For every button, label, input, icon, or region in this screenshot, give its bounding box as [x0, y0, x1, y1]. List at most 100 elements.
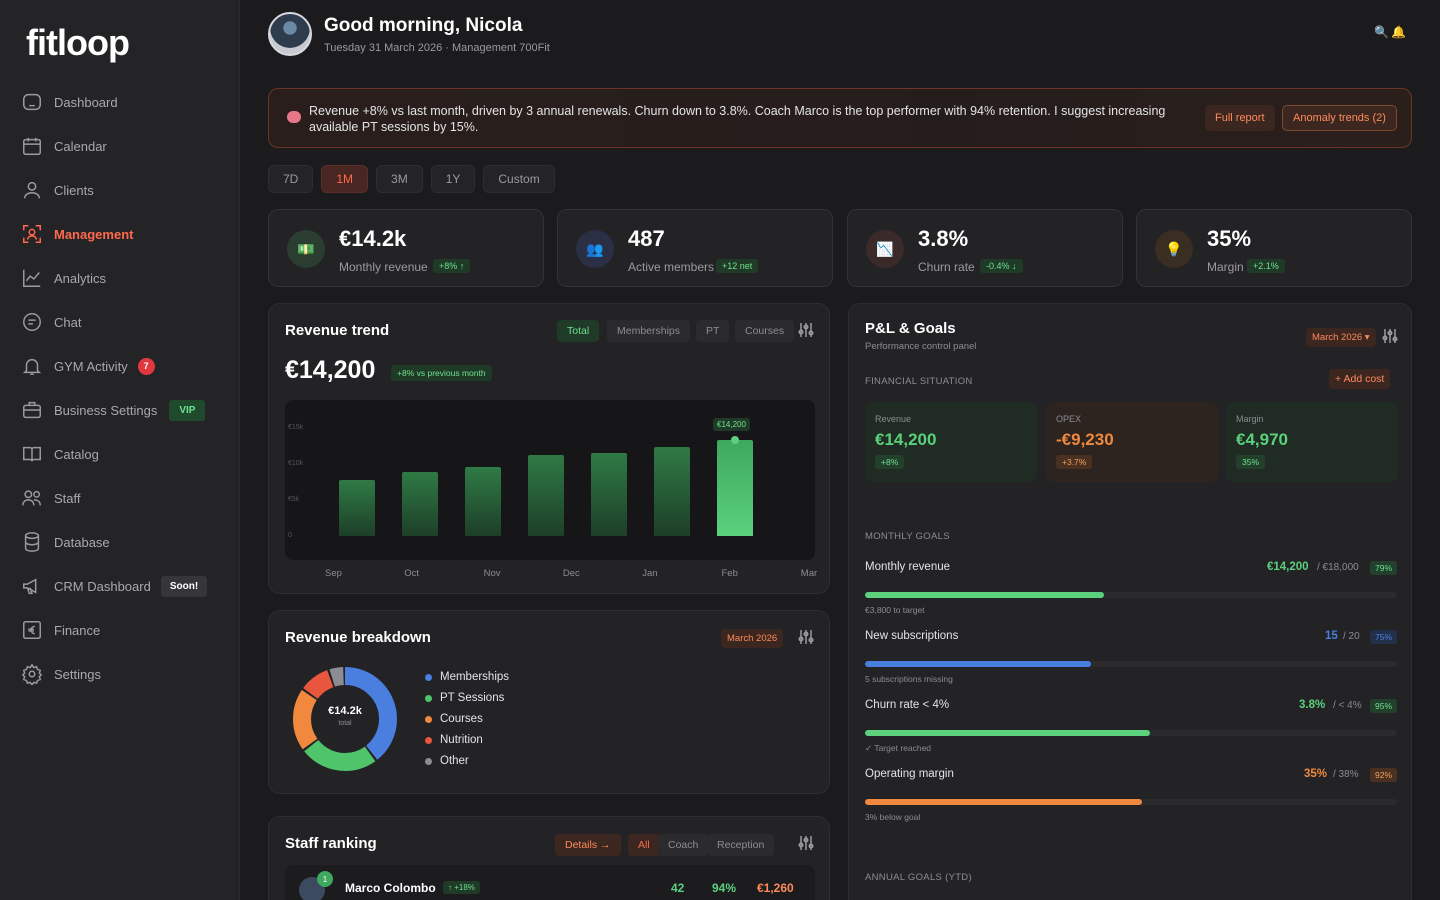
user-avatar[interactable]	[268, 12, 312, 56]
monthly-goals-label: MONTHLY GOALS	[865, 531, 950, 542]
period-custom[interactable]: Custom	[483, 165, 555, 193]
slice-memberships[interactable]	[293, 667, 397, 771]
panel-title: Staff ranking	[285, 835, 377, 852]
details-button[interactable]: Details →	[555, 834, 621, 856]
fin-card-margin: Margin €4,970 35%	[1226, 402, 1398, 482]
sidebar-item-business-settings[interactable]: Business Settings VIP	[0, 388, 240, 432]
period-1m[interactable]: 1M	[321, 165, 369, 193]
goal-value: 15	[1325, 630, 1338, 642]
chat-icon	[20, 310, 44, 334]
kpi-card-churn[interactable]: 📉 3.8% Churn rate -0.4% ↓	[847, 209, 1123, 287]
fin-card-value: -€9,230	[1056, 430, 1114, 449]
cash-icon: 💵	[287, 230, 325, 268]
filter-sliders-icon[interactable]	[797, 834, 815, 852]
slice-pt-sessions[interactable]	[293, 667, 397, 771]
tab-reception[interactable]: Reception	[707, 834, 775, 856]
sidebar-item-label: Staff	[54, 490, 81, 506]
greeting-title: Good morning, Nicola	[324, 15, 523, 36]
bar-dec[interactable]	[528, 455, 564, 536]
legend-item: Courses	[425, 713, 483, 725]
bar-mar[interactable]	[717, 440, 753, 536]
sidebar-item-calendar[interactable]: Calendar	[0, 124, 240, 168]
tab-courses[interactable]: Courses	[735, 320, 795, 342]
revenue-breakdown-panel: Revenue breakdown March 2026 €14.2k tota…	[268, 610, 830, 794]
sidebar-item-staff[interactable]: Staff	[0, 476, 240, 520]
bar-jan[interactable]	[591, 453, 627, 536]
kpi-value: 35%	[1207, 226, 1252, 251]
filter-sliders-icon[interactable]	[797, 628, 815, 646]
bar-oct[interactable]	[402, 472, 438, 536]
bar-feb[interactable]	[654, 447, 690, 536]
staff-name: Marco Colombo	[345, 881, 436, 895]
chart-icon	[20, 266, 44, 290]
slice-courses[interactable]	[293, 667, 397, 771]
goal-name: Churn rate < 4%	[865, 699, 950, 711]
sidebar-item-clients[interactable]: Clients	[0, 168, 240, 212]
user-icon	[20, 178, 44, 202]
period-1y[interactable]: 1Y	[430, 165, 476, 193]
filter-sliders-icon[interactable]	[797, 321, 815, 339]
month-dropdown[interactable]: March 2026 ▾	[1306, 328, 1376, 347]
tab-pt[interactable]: PT	[696, 320, 730, 342]
bell-icon[interactable]: 🔔	[1390, 25, 1406, 39]
fin-card-label: Margin	[1236, 414, 1264, 424]
period-3m[interactable]: 3M	[376, 165, 423, 193]
fitloop-logo[interactable]: fitloop	[26, 22, 130, 63]
sidebar-item-finance[interactable]: Finance	[0, 608, 240, 652]
period-7d[interactable]: 7D	[268, 165, 314, 193]
sidebar-item-chat[interactable]: Chat	[0, 300, 240, 344]
revenue-total: €14,200	[285, 356, 376, 384]
sidebar-item-crm-dashboard[interactable]: CRM Dashboard Soon!	[0, 564, 240, 608]
kpi-card-revenue[interactable]: 💵 €14.2k Monthly revenue +8% ↑	[268, 209, 544, 287]
staff-retention: 94%	[712, 881, 737, 895]
sidebar-item-label: Chat	[54, 314, 82, 330]
x-tick-label: Sep	[325, 568, 342, 579]
tab-coach[interactable]: Coach	[658, 834, 709, 856]
greeting-subtitle: Tuesday 31 March 2026 · Management 700Fi…	[324, 42, 550, 54]
x-tick-label: Oct	[404, 568, 420, 579]
search-icon[interactable]: 🔍	[1374, 25, 1389, 39]
goal-note: €3,800 to target	[865, 605, 925, 615]
home-icon	[20, 90, 44, 114]
fin-card-opex: OPEX -€9,230 +3.7%	[1046, 402, 1218, 482]
panel-subtitle: Performance control panel	[865, 341, 977, 352]
kpi-card-members[interactable]: 👥 487 Active members +12 net	[557, 209, 833, 287]
goal-progress-bar	[865, 799, 1397, 805]
tab-all[interactable]: All	[628, 834, 660, 856]
legend-dot	[425, 694, 432, 702]
tab-memberships[interactable]: Memberships	[607, 320, 691, 342]
bar-nov[interactable]	[465, 467, 501, 536]
sidebar-item-gym-activity[interactable]: GYM Activity 7	[0, 344, 240, 388]
goal-value: 35%	[1304, 768, 1328, 780]
sidebar-item-dashboard[interactable]: Dashboard	[0, 80, 240, 124]
kpi-value: €14.2k	[339, 226, 407, 251]
sidebar-nav: Dashboard Calendar Clients Management An…	[0, 80, 240, 696]
add-cost-button[interactable]: + Add cost	[1329, 369, 1391, 389]
kpi-label: Active members	[628, 260, 715, 274]
legend-dot	[425, 736, 432, 744]
full-report-button[interactable]: Full report	[1205, 105, 1275, 131]
anomaly-trends-button[interactable]: Anomaly trends (2)	[1282, 105, 1397, 131]
table-row[interactable]: 1 Marco Colombo ↑ +18% 42 94% €1,260	[285, 865, 815, 900]
filter-sliders-icon[interactable]	[1381, 327, 1399, 345]
legend-dot	[425, 757, 432, 765]
sidebar-item-catalog[interactable]: Catalog	[0, 432, 240, 476]
y-tick: €5k	[288, 496, 300, 503]
goal-pct-badge: 79%	[1370, 561, 1398, 575]
bar-sep[interactable]	[339, 480, 375, 536]
euro-icon	[20, 618, 44, 642]
sidebar-item-management[interactable]: Management	[0, 212, 240, 256]
fin-card-delta: 35%	[1236, 455, 1266, 469]
period-selector: 7D 1M 3M 1Y Custom	[268, 165, 555, 193]
sidebar-item-settings[interactable]: Settings	[0, 652, 240, 696]
goal-progress-bar	[865, 592, 1397, 598]
sidebar-item-analytics[interactable]: Analytics	[0, 256, 240, 300]
sidebar-item-database[interactable]: Database	[0, 520, 240, 564]
fin-card-delta: +8%	[875, 455, 905, 469]
month-tag[interactable]: March 2026	[721, 629, 784, 648]
revenue-trend-panel: Revenue trend Total Memberships PT Cours…	[268, 303, 830, 594]
kpi-card-margin[interactable]: 💡 35% Margin +2.1%	[1136, 209, 1412, 287]
brain-icon	[287, 111, 301, 123]
tab-total[interactable]: Total	[557, 320, 600, 342]
sidebar: fitloop Dashboard Calendar Clients Manag…	[0, 0, 240, 900]
